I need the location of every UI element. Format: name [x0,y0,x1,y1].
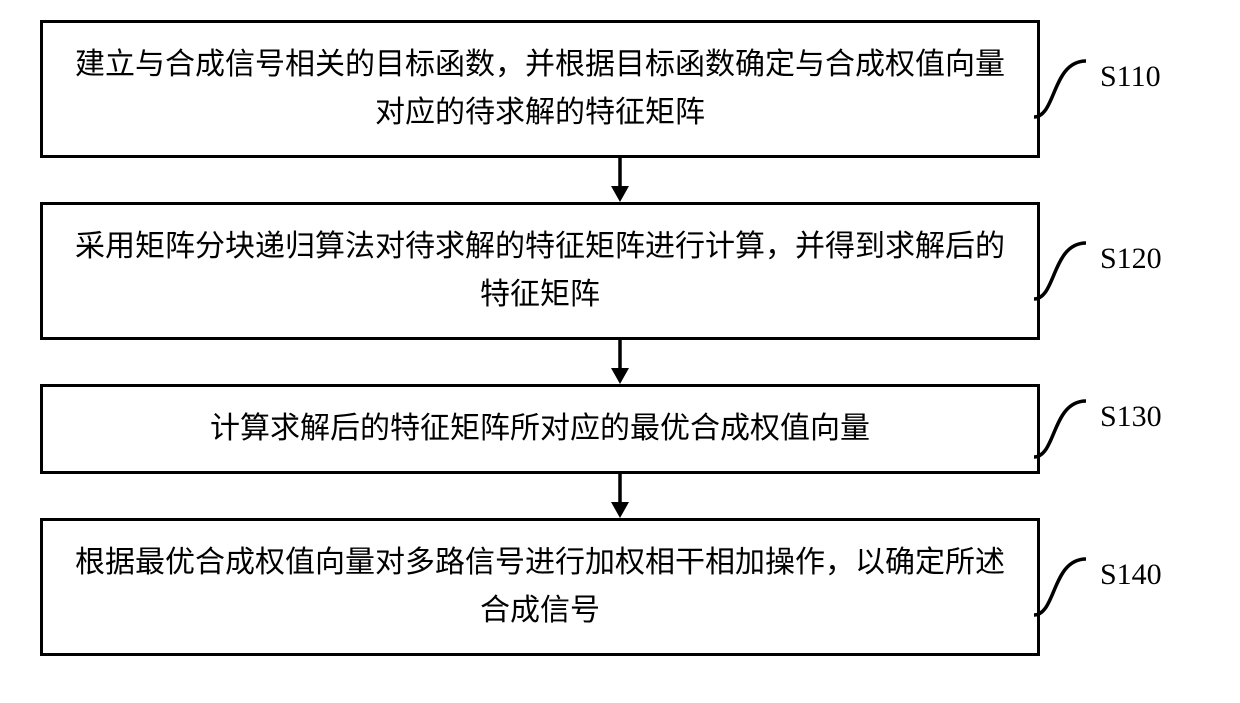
arrow-s130-s140 [120,474,1120,518]
step-text: 建立与合成信号相关的目标函数，并根据目标函数确定与合成权值向量对应的待求解的特征… [67,41,1013,137]
step-label: S120 [1100,242,1162,276]
arrow-down-icon [605,474,635,518]
step-box-s120: 采用矩阵分块递归算法对待求解的特征矩阵进行计算，并得到求解后的特征矩阵 [40,202,1040,340]
step-text: 计算求解后的特征矩阵所对应的最优合成权值向量 [210,405,870,453]
step-box-s140: 根据最优合成权值向量对多路信号进行加权相干相加操作，以确定所述合成信号 [40,518,1040,656]
step-row: 根据最优合成权值向量对多路信号进行加权相干相加操作，以确定所述合成信号 S140 [40,518,1200,656]
arrow-s120-s130 [120,340,1120,384]
step-label: S140 [1100,558,1162,592]
step-text: 采用矩阵分块递归算法对待求解的特征矩阵进行计算，并得到求解后的特征矩阵 [67,223,1013,319]
arrow-s110-s120 [120,158,1120,202]
connector-curve-icon [1034,49,1104,129]
arrow-down-icon [605,158,635,202]
step-row: 计算求解后的特征矩阵所对应的最优合成权值向量 S130 [40,384,1200,474]
flowchart-container: 建立与合成信号相关的目标函数，并根据目标函数确定与合成权值向量对应的待求解的特征… [40,20,1200,656]
step-box-s110: 建立与合成信号相关的目标函数，并根据目标函数确定与合成权值向量对应的待求解的特征… [40,20,1040,158]
connector-curve-icon [1034,231,1104,311]
connector-curve-icon [1034,389,1104,469]
step-row: 采用矩阵分块递归算法对待求解的特征矩阵进行计算，并得到求解后的特征矩阵 S120 [40,202,1200,340]
step-label: S130 [1100,400,1162,434]
step-text: 根据最优合成权值向量对多路信号进行加权相干相加操作，以确定所述合成信号 [67,539,1013,635]
step-box-s130: 计算求解后的特征矩阵所对应的最优合成权值向量 [40,384,1040,474]
arrow-down-icon [605,340,635,384]
step-row: 建立与合成信号相关的目标函数，并根据目标函数确定与合成权值向量对应的待求解的特征… [40,20,1200,158]
connector-curve-icon [1034,547,1104,627]
step-label: S110 [1100,60,1161,94]
